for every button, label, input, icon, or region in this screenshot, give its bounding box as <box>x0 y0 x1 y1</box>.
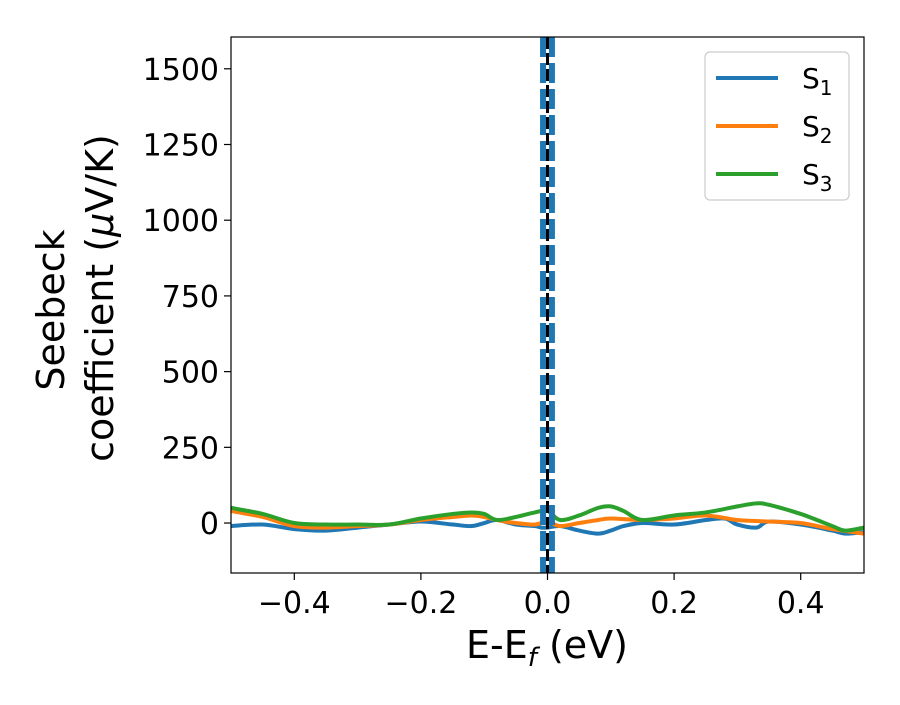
y-tick-label: 1500 <box>143 53 219 88</box>
y-tick-label: 0 <box>200 507 219 542</box>
x-tick-label: 0.2 <box>650 586 698 621</box>
y-axis-title-line1: Seebeck <box>29 229 73 390</box>
x-axis-title: E-Ef (eV) <box>466 623 628 673</box>
series-line-s3 <box>231 501 864 533</box>
y-tick-label: 250 <box>162 431 219 466</box>
series-layer <box>231 37 864 573</box>
x-tick-label: 0.4 <box>777 586 825 621</box>
y-axis-title-line2: coefficient (μV/K) <box>78 134 122 462</box>
legend-label-s2: S2 <box>802 110 833 148</box>
y-tick-label: 1000 <box>143 204 219 239</box>
x-tick-label: −0.2 <box>384 586 457 621</box>
x-tick-label: 0.0 <box>524 586 572 621</box>
y-tick-label: 500 <box>162 356 219 391</box>
y-axis: 0 250 500 750 1000 1250 1500 <box>143 53 231 542</box>
legend-label-s3: S3 <box>802 158 833 196</box>
legend: S1 S2 S3 <box>704 51 850 201</box>
x-tick-label: −0.4 <box>258 586 331 621</box>
legend-label-s1: S1 <box>802 62 833 100</box>
x-axis: −0.4 −0.2 0.0 0.2 0.4 <box>258 573 825 621</box>
y-tick-label: 1250 <box>143 129 219 164</box>
y-tick-label: 750 <box>162 280 219 315</box>
